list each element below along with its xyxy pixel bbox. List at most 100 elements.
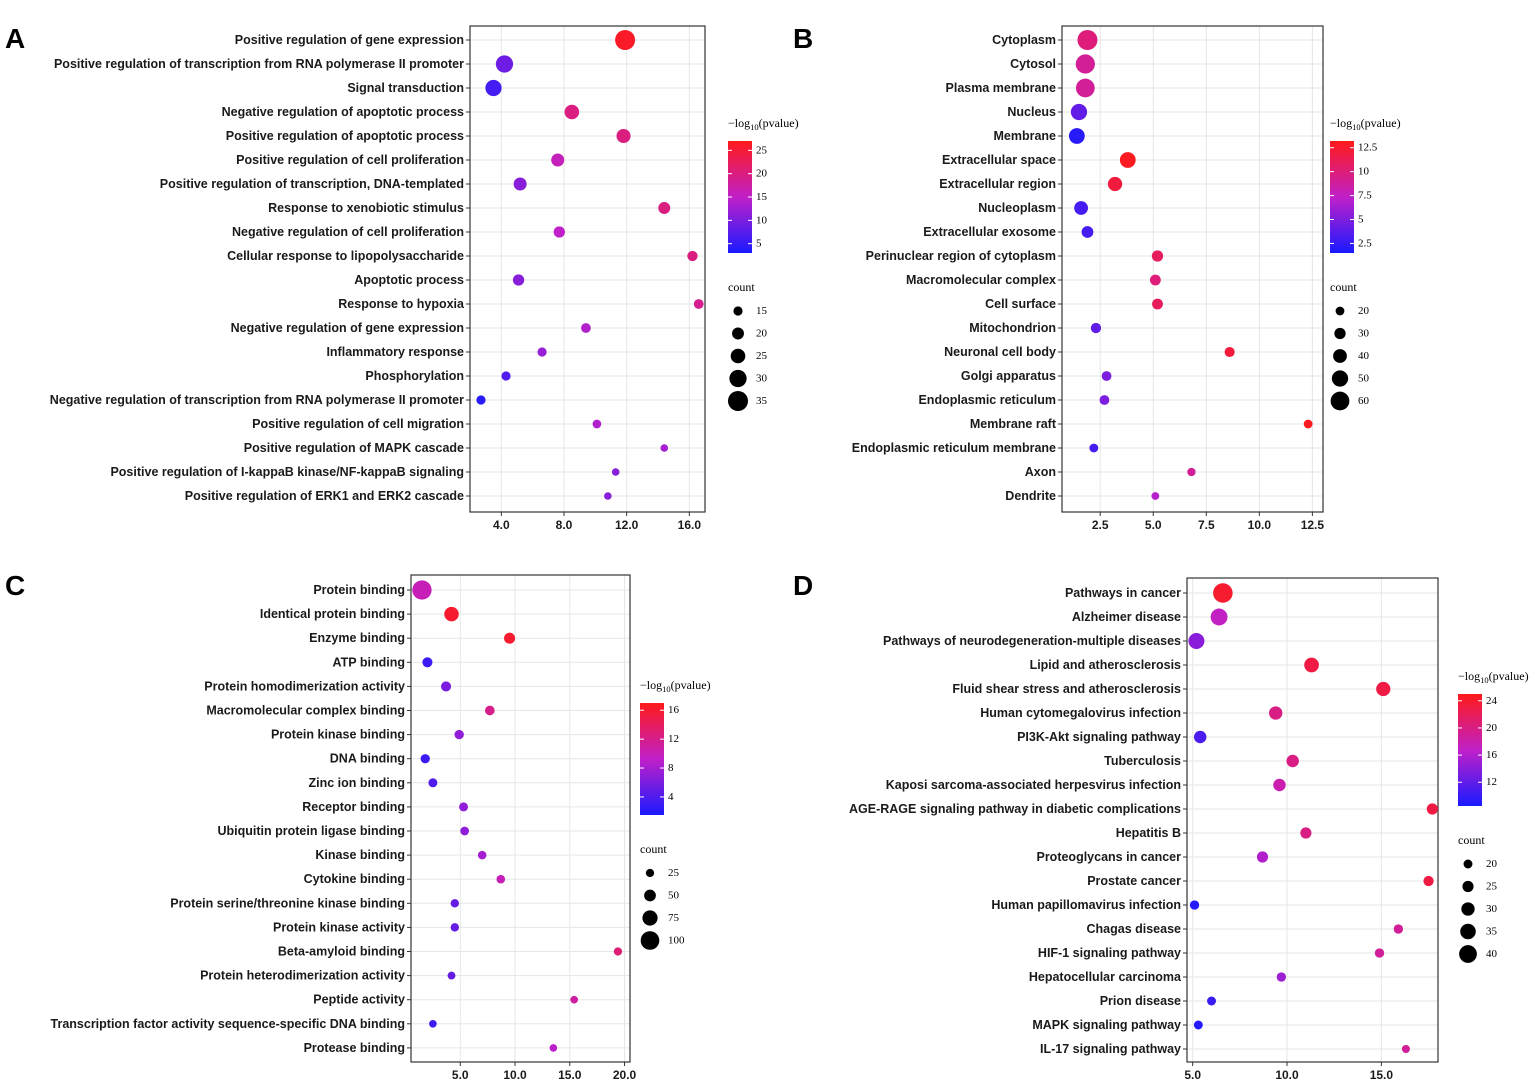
- x-tick-label: 10.0: [1275, 1068, 1299, 1082]
- size-legend-label: 75: [668, 912, 680, 924]
- data-point: [604, 492, 612, 500]
- size-legend-label: 35: [1486, 926, 1498, 938]
- size-legend-dot: [729, 369, 747, 388]
- size-legend-dot: [1335, 306, 1345, 316]
- category-label: Positive regulation of MAPK cascade: [244, 441, 464, 455]
- color-legend-title: −log10(pvalue): [1458, 669, 1529, 685]
- color-legend-label: 4: [668, 791, 674, 803]
- category-label: Negative regulation of apoptotic process: [222, 105, 464, 119]
- category-label: Tuberculosis: [1104, 754, 1181, 768]
- data-point: [1423, 875, 1434, 887]
- data-point: [444, 606, 459, 622]
- x-tick-label: 7.5: [1198, 518, 1215, 532]
- data-point: [501, 371, 511, 381]
- category-label: PI3K-Akt signaling pathway: [1017, 730, 1181, 744]
- plot-area: [411, 575, 630, 1062]
- color-legend-label: 16: [1486, 749, 1498, 761]
- category-label: Cytoplasm: [992, 33, 1056, 47]
- data-point: [1089, 443, 1099, 453]
- data-point: [616, 128, 631, 144]
- category-label: Prostate cancer: [1087, 874, 1181, 888]
- category-label: Cytokine binding: [304, 872, 405, 886]
- color-legend-label: 2.5: [1358, 237, 1372, 249]
- color-legend-label: 10: [1358, 166, 1370, 178]
- panel-d: D Pathways in cancer Alzheimer disease Path…: [793, 570, 1529, 1082]
- size-legend-dot: [1459, 945, 1477, 963]
- data-point: [570, 995, 579, 1004]
- size-legend-title: count: [728, 280, 755, 294]
- plot-frame: [1186, 577, 1439, 1063]
- category-label: Ubiquitin protein ligase binding: [218, 824, 406, 838]
- plot-frame: [469, 25, 706, 513]
- data-point: [1101, 371, 1112, 381]
- size-legend-dot: [730, 348, 746, 364]
- category-label: Neuronal cell body: [944, 345, 1056, 359]
- data-point: [1286, 754, 1299, 768]
- data-point: [1070, 103, 1088, 121]
- category-label: ATP binding: [333, 655, 405, 669]
- category-label: Protein heterodimerization activity: [200, 969, 405, 983]
- category-label: MAPK signaling pathway: [1032, 1018, 1181, 1032]
- color-legend-label: 24: [1486, 695, 1498, 707]
- data-point: [1189, 900, 1200, 910]
- category-label: Positive regulation of gene expression: [235, 33, 464, 47]
- color-legend-label: 5: [1358, 213, 1364, 225]
- data-point: [1187, 467, 1196, 477]
- category-label: Positive regulation of ERK1 and ERK2 cas…: [185, 489, 464, 503]
- color-legend-title: −log10(pvalue): [728, 116, 799, 132]
- data-point: [1393, 924, 1404, 934]
- data-point: [476, 395, 486, 405]
- panel-letter-d: D: [793, 570, 813, 601]
- category-label: Cytosol: [1010, 57, 1056, 71]
- size-legend-label: 25: [1486, 881, 1498, 893]
- data-point: [1210, 608, 1228, 626]
- category-label: Pathways of neurodegeneration-multiple d…: [883, 634, 1181, 648]
- color-legend-bar: [640, 703, 664, 815]
- category-label: Macromolecular complex: [906, 273, 1056, 287]
- category-label: Signal transduction: [347, 81, 464, 95]
- category-label: Human cytomegalovirus infection: [980, 706, 1181, 720]
- x-tick-label: 12.0: [615, 518, 639, 532]
- data-point: [1213, 583, 1233, 603]
- category-label: Hepatitis B: [1116, 826, 1181, 840]
- category-label: Transcription factor activity sequence-s…: [51, 1017, 405, 1031]
- color-legend-bar: [1330, 141, 1354, 253]
- data-point: [1276, 972, 1287, 982]
- category-label: Cell surface: [985, 297, 1056, 311]
- data-point: [485, 705, 495, 716]
- category-label: Response to hypoxia: [338, 297, 465, 311]
- size-legend-dot: [1463, 859, 1473, 869]
- data-point: [1081, 226, 1094, 238]
- size-legend-title: count: [1330, 280, 1357, 294]
- category-label: Response to xenobiotic stimulus: [268, 201, 464, 215]
- data-point: [1068, 128, 1085, 144]
- x-tick-label: 12.5: [1301, 518, 1325, 532]
- color-legend-label: 7.5: [1358, 190, 1372, 202]
- category-label: Proteoglycans in cancer: [1036, 850, 1181, 864]
- panel-letter-b: B: [793, 23, 813, 54]
- category-label: Nucleus: [1007, 105, 1056, 119]
- category-label: Negative regulation of gene expression: [231, 321, 464, 335]
- data-point: [485, 79, 502, 97]
- panel-letter-c: C: [5, 570, 25, 601]
- plot-frame: [1061, 25, 1324, 513]
- category-label: Alzheimer disease: [1072, 610, 1181, 624]
- category-label: Endoplasmic reticulum: [918, 393, 1056, 407]
- x-tick-label: 10.0: [503, 1068, 527, 1082]
- data-point: [504, 632, 516, 644]
- x-tick-label: 16.0: [678, 518, 702, 532]
- x-tick-label: 15.0: [1370, 1068, 1394, 1082]
- category-label: Identical protein binding: [260, 607, 405, 621]
- data-point: [581, 323, 591, 333]
- size-legend-label: 35: [756, 395, 768, 407]
- size-legend-dot: [1331, 370, 1349, 387]
- color-legend-label: 20: [756, 168, 768, 180]
- panel-b: B Cytoplasm Cytosol Plasma membrane Nucleus M…: [793, 23, 1401, 532]
- data-point: [549, 1044, 558, 1052]
- category-label: AGE-RAGE signaling pathway in diabetic c…: [849, 802, 1181, 816]
- data-point: [422, 657, 433, 668]
- size-legend-dot: [1460, 923, 1476, 940]
- category-label: Apoptotic process: [354, 273, 464, 287]
- data-point: [693, 299, 704, 309]
